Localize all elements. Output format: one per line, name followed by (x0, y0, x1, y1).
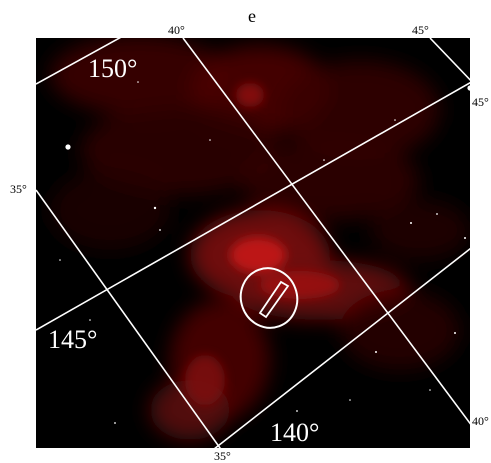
emission-core (185, 83, 340, 405)
right-label-40: 40° (472, 414, 489, 428)
grid-line-35 (36, 189, 221, 448)
label-145: 145° (48, 325, 97, 354)
label-150: 150° (88, 54, 137, 83)
bottom-label-35: 35° (214, 449, 231, 463)
map-image: 150° 145° 140° (36, 38, 470, 448)
label-140: 140° (270, 418, 319, 447)
top-label-45: 45° (412, 23, 429, 37)
panel-letter: e (248, 6, 256, 26)
grid-line-40 (182, 38, 470, 425)
coordinate-grid (36, 38, 470, 448)
right-label-45: 45° (472, 95, 489, 109)
top-label-40: 40° (168, 23, 185, 37)
left-label-35: 35° (10, 182, 27, 196)
grid-line-45 (429, 38, 470, 81)
slit-marker (258, 280, 290, 319)
target-ellipse (239, 267, 299, 329)
grid-line-140 (214, 247, 470, 448)
star-field (59, 81, 470, 424)
grid-line-150 (36, 38, 122, 85)
grid-line-145 (36, 81, 470, 331)
